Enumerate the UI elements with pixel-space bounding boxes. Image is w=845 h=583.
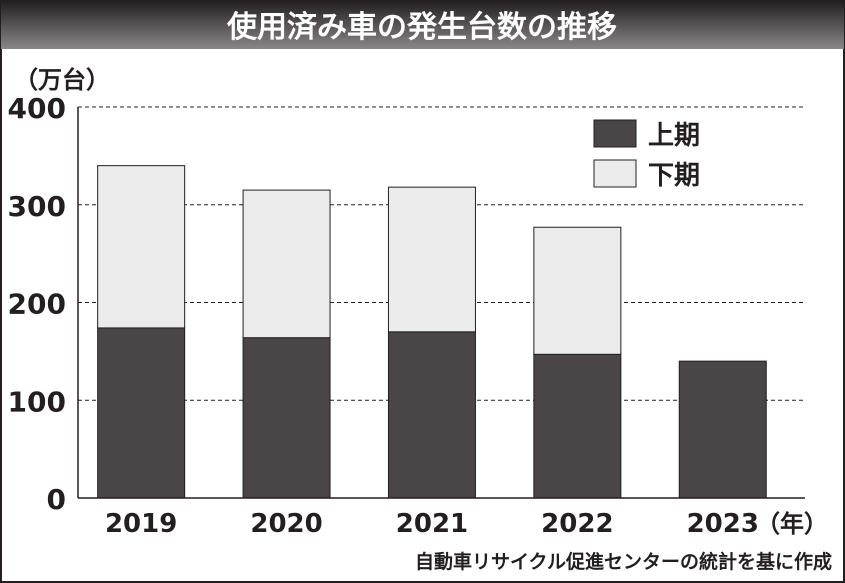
y-tick-label: 100 <box>8 385 66 418</box>
y-tick-label: 200 <box>8 288 66 321</box>
chart-title: 使用済み車の発生台数の推移 <box>226 10 617 45</box>
bar-first-half-2023 <box>678 360 767 499</box>
y-tick-label: 400 <box>8 92 66 125</box>
legend-label: 下期 <box>648 161 700 191</box>
x-axis-unit: （年） <box>756 510 828 538</box>
x-tick-label: 2022 <box>541 509 613 539</box>
bar-first-half-2019 <box>97 327 186 499</box>
x-tick-label: 2021 <box>396 509 468 539</box>
y-tick-label: 0 <box>47 483 66 516</box>
x-tick-label: 2023 <box>687 509 759 539</box>
legend-swatch <box>593 159 637 188</box>
y-tick-label: 300 <box>8 190 66 223</box>
bar-first-half-2020 <box>242 337 331 499</box>
source-note: 自動車リサイクル促進センターの統計を基に作成 <box>415 550 832 573</box>
title-bar <box>1 1 844 49</box>
x-tick-label: 2019 <box>105 509 177 539</box>
bar-second-half-2022 <box>533 226 622 355</box>
bar-second-half-2020 <box>242 189 331 339</box>
x-tick-label: 2020 <box>250 509 322 539</box>
bar-second-half-2019 <box>97 165 186 329</box>
bar-first-half-2021 <box>387 331 476 499</box>
bar-first-half-2022 <box>533 353 622 499</box>
legend-label: 上期 <box>648 121 700 151</box>
y-axis-unit: （万台） <box>14 66 110 94</box>
legend-swatch <box>593 119 637 148</box>
bar-second-half-2021 <box>387 186 476 333</box>
